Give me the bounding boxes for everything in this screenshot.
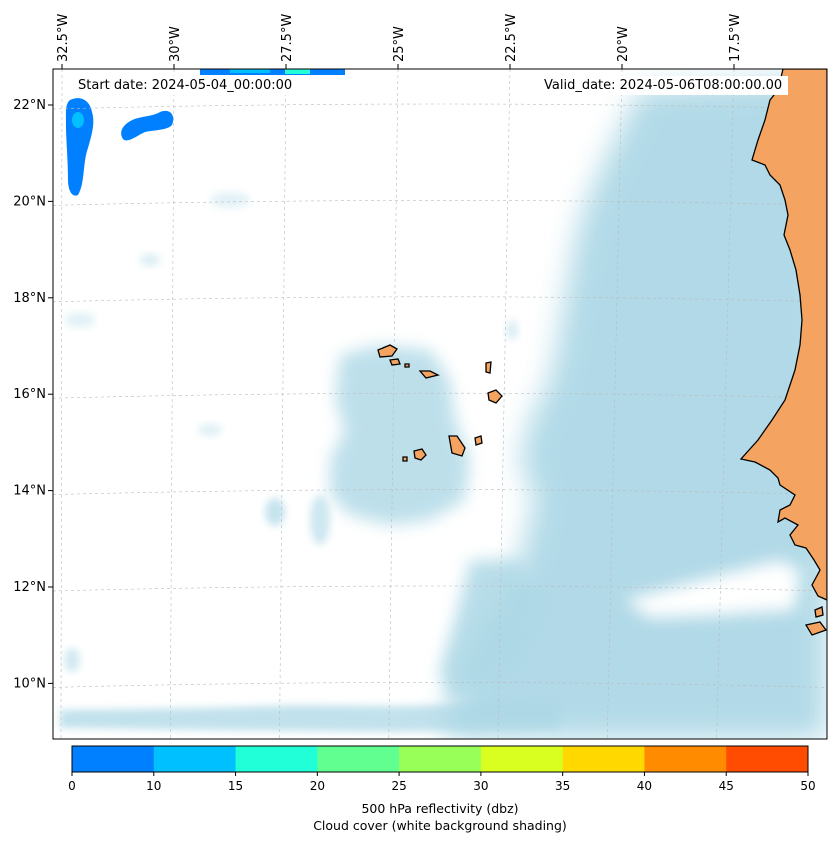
island-sal: [485, 361, 492, 374]
map-content: [53, 69, 827, 739]
lon-gridline: [606, 69, 623, 739]
island-small: [404, 363, 410, 368]
lat-tick-label: 14°N: [13, 484, 46, 499]
map-frame: [52, 68, 828, 740]
coast-island: [814, 606, 824, 618]
colorbar-tick-label: 45: [719, 779, 734, 793]
start-date-label: Start date: 2024-05-04_00:00:00: [72, 76, 299, 95]
lat-tick-label: 16°N: [13, 387, 46, 402]
land-layer: [377, 69, 827, 636]
lat-tick-label: 22°N: [13, 98, 46, 113]
lon-gridline: [60, 69, 63, 739]
reflectivity-core-nw: [72, 112, 84, 128]
colorbar-tick-label: 20: [310, 779, 325, 793]
colorbar-segment: [399, 746, 482, 772]
lat-gridline: [53, 103, 827, 110]
colorbar-tick-label: 35: [555, 779, 570, 793]
cloud-cover-patch: [265, 498, 285, 526]
reflectivity-strip-top: [200, 69, 345, 75]
cloud-cover-islands: [330, 345, 470, 525]
island-sao-vicente: [389, 358, 401, 366]
lat-gridline: [53, 296, 827, 303]
cloud-cover-patch: [65, 312, 95, 328]
lat-gridline: [53, 682, 827, 688]
colorbar-tick-label: 10: [146, 779, 161, 793]
cloud-cover-patch: [210, 192, 250, 208]
lat-tick-label: 12°N: [13, 580, 46, 595]
reflectivity-strip-top-mid: [230, 69, 270, 73]
colorbar-segment: [562, 746, 645, 772]
colorbar-segment: [644, 746, 727, 772]
colorbar-tick-label: 30: [473, 779, 488, 793]
valid-date-label: Valid_date: 2024-05-06T08:00:00.00: [538, 76, 789, 95]
cloud-cover-patch: [140, 254, 160, 266]
lon-tick-label: 20°W: [616, 26, 631, 62]
colorbar-frame: [71, 745, 809, 773]
cloud-cover-gap: [625, 560, 800, 618]
cloud-cover-layer: [60, 80, 827, 739]
island-sao-nicolau: [418, 370, 440, 379]
lon-gridline: [169, 69, 175, 739]
colorbar-tick-label: 0: [68, 779, 76, 793]
island-boa-vista: [487, 389, 503, 404]
reflectivity-patch-north: [121, 110, 174, 141]
lon-gridline: [716, 69, 735, 739]
lat-gridline: [53, 489, 827, 495]
cloud-cover-patch: [198, 424, 222, 436]
cloud-cover-west-band: [440, 560, 540, 700]
lon-gridline: [279, 69, 287, 739]
colorbar-tick-label: 50: [800, 779, 815, 793]
lat-gridline: [53, 585, 827, 592]
lon-tick-label: 30°W: [168, 26, 183, 62]
colorbar-label-line1: 500 hPa reflectivity (dbz): [361, 801, 518, 816]
cloud-cover-patch: [310, 495, 330, 545]
cloud-cover-patch: [64, 648, 80, 672]
island-maio: [474, 435, 483, 446]
lon-gridline: [388, 69, 399, 739]
lat-tick-label: 20°N: [13, 194, 46, 209]
colorbar-segment: [72, 746, 155, 772]
lat-gridline: [53, 200, 827, 206]
cloud-cover-south-band: [60, 700, 560, 732]
gridlines: [53, 69, 827, 739]
colorbar-segment: [235, 746, 318, 772]
lat-gridline: [53, 392, 827, 399]
lon-tick-label: 32.5°W: [56, 14, 71, 62]
lon-tick-label: 27.5°W: [280, 14, 295, 62]
cloud-cover-patch: [506, 320, 518, 340]
coast-island: [804, 621, 827, 636]
colorbar-tick-label: 15: [228, 779, 243, 793]
colorbar-tick-label: 25: [391, 779, 406, 793]
reflectivity-strip-top-core: [285, 69, 310, 74]
lat-tick-label: 10°N: [13, 676, 46, 691]
longitude-ticks: 32.5°W 30°W 27.5°W 25°W 22.5°W 20°W 17.5°W: [56, 14, 743, 69]
lat-tick-label: 18°N: [13, 291, 46, 306]
island-santiago: [448, 435, 466, 457]
colorbar-segment: [317, 746, 400, 772]
africa-coast: [739, 69, 827, 601]
colorbar-segment: [726, 746, 809, 772]
lon-tick-label: 25°W: [392, 26, 407, 62]
colorbar-segment: [153, 746, 237, 772]
lon-tick-label: 22.5°W: [504, 14, 519, 62]
lon-gridline: [497, 69, 511, 739]
latitude-ticks: 22°N 20°N 18°N 16°N 14°N 12°N 10°N: [13, 98, 53, 691]
reflectivity-layer: [65, 69, 345, 196]
island-brava: [402, 456, 408, 462]
island-santo-antao: [377, 344, 398, 358]
colorbar: 0 10 15 20 25 30 35 40 45 50: [68, 745, 816, 793]
colorbar-segment: [480, 746, 564, 772]
island-fogo: [413, 448, 427, 461]
colorbar-label-line2: Cloud cover (white background shading): [313, 818, 567, 833]
colorbar-tick-label: 40: [637, 779, 652, 793]
lon-tick-label: 17.5°W: [728, 14, 743, 62]
